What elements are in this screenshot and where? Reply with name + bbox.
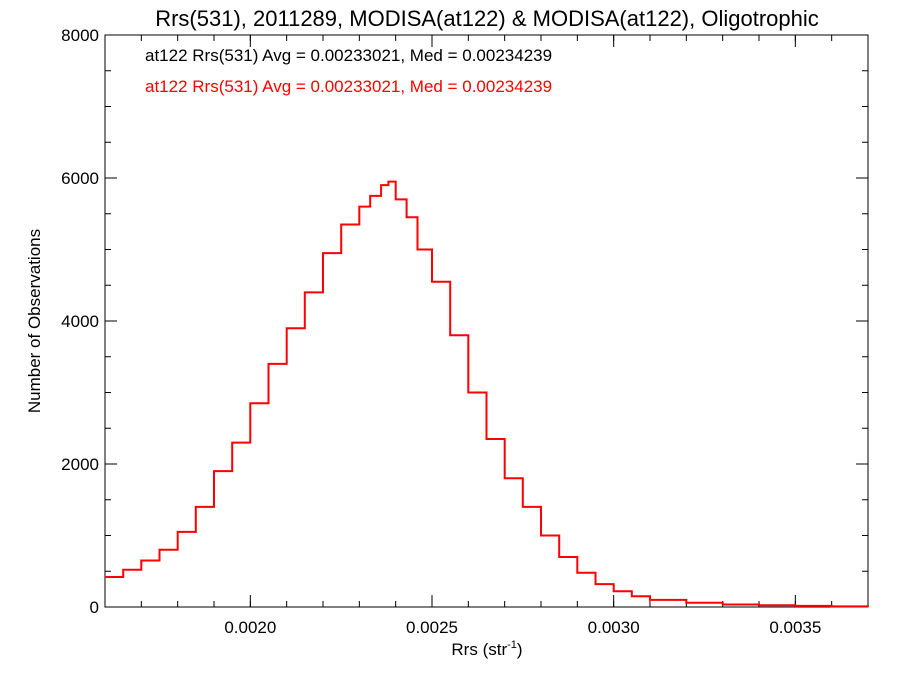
chart-title: Rrs(531), 2011289, MODISA(at122) & MODIS… [155, 6, 819, 31]
plot-frame [104, 34, 869, 608]
x-axis-label: Rrs (str-1) [451, 639, 522, 659]
x-tick-label: 0.0030 [588, 618, 640, 637]
series-histogram-line [105, 180, 869, 608]
x-axis-label-main: Rrs (str [451, 640, 507, 659]
x-tick-label: 0.0025 [406, 618, 458, 637]
y-tick-label: 4000 [61, 312, 99, 331]
tick-labels: 0.0020 0.0025 0.0030 0.0035 0 2000 4000 6000 800… [61, 26, 821, 637]
x-axis-label-close: ) [517, 640, 523, 659]
annotation-black: at122 Rrs(531) Avg = 0.00233021, Med = 0… [145, 46, 552, 65]
y-tick-label: 2000 [61, 455, 99, 474]
y-tick-label: 6000 [61, 169, 99, 188]
axis-ticks [104, 34, 869, 608]
y-axis-label: Number of Observations [25, 229, 44, 413]
x-axis-label-sup: -1 [507, 639, 517, 651]
y-tick-label: 8000 [61, 26, 99, 45]
y-tick-label: 0 [90, 598, 99, 617]
x-tick-label: 0.0020 [224, 618, 276, 637]
x-tick-label: 0.0035 [769, 618, 821, 637]
annotation-red: at122 Rrs(531) Avg = 0.00233021, Med = 0… [145, 77, 552, 96]
